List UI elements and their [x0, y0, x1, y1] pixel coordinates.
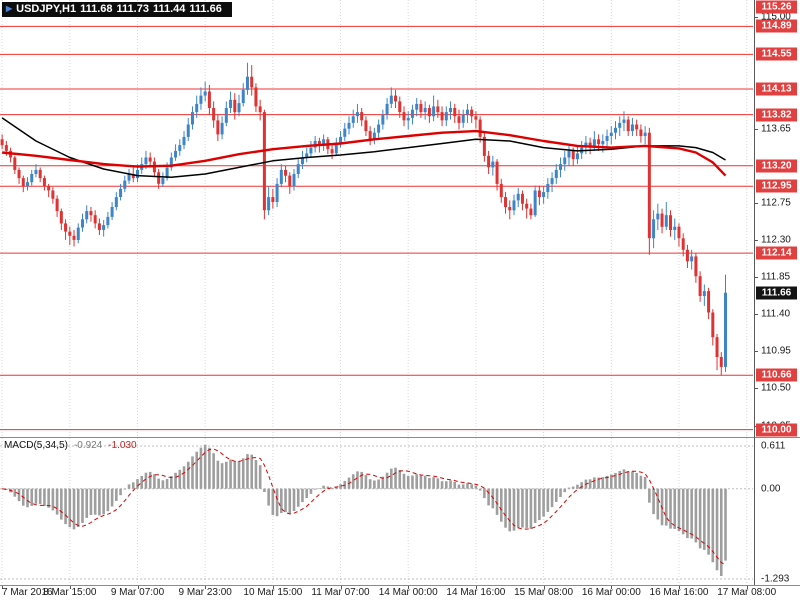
price-axis-tick — [755, 314, 758, 316]
ohlc-high-value: 111.73 — [116, 3, 149, 15]
time-axis-label: 9 Mar 23:00 — [178, 587, 232, 598]
level-price-badge: 110.66 — [756, 368, 797, 382]
level-price-badge: 114.55 — [756, 47, 797, 61]
time-axis-label: 15 Mar 08:00 — [514, 587, 574, 598]
time-axis-label: 17 Mar 08:00 — [717, 587, 777, 598]
level-price-badge: 113.82 — [756, 108, 797, 122]
chart-marker-icon: ▶ — [6, 4, 13, 13]
time-axis-label: 7 Mar 2016 — [2, 587, 53, 598]
price-axis-tick — [755, 351, 758, 353]
time-axis-label: 14 Mar 16:00 — [446, 587, 506, 598]
time-axis[interactable]: 7 Mar 2016 8 Mar 15:00 9 Mar 07:00 9 Mar 23… — [0, 585, 800, 600]
macd-histogram — [5, 444, 727, 576]
level-price-badge: 112.95 — [756, 179, 797, 193]
ohlc-open-value: 111.68 — [80, 3, 113, 15]
price-axis-label: 110.50 — [761, 382, 791, 394]
time-axis-tick — [2, 585, 4, 589]
time-axis-label: 14 Mar 00:00 — [378, 587, 438, 598]
time-axis-tick — [272, 585, 274, 589]
price-axis-tick — [755, 202, 758, 204]
time-axis-tick — [137, 585, 139, 589]
time-axis-tick — [543, 585, 545, 589]
price-axis-tick — [755, 17, 758, 19]
ohlc-low-value: 111.44 — [152, 3, 186, 15]
symbol-ohlc-display: ▶ USDJPY,H1 111.68 111.73 111.44 111.66 — [2, 2, 232, 17]
macd-axis-label: 0.611 — [761, 440, 786, 452]
price-axis-label: 110.95 — [761, 345, 791, 357]
panel-separator[interactable] — [0, 437, 800, 438]
macd-indicator-plot[interactable] — [0, 438, 753, 585]
time-axis-tick — [679, 585, 680, 589]
ohlc-close-value: 111.66 — [189, 3, 222, 15]
price-axis[interactable]: 115.00 113.65 112.75 112.30 111.85 111.40 110.… — [755, 0, 800, 437]
time-axis-label: 11 Mar 07:00 — [311, 587, 370, 598]
horizontal-levels-layer — [0, 25, 753, 431]
time-axis-tick — [408, 585, 410, 589]
price-axis-tick — [755, 239, 758, 241]
time-axis-label: 16 Mar 16:00 — [649, 587, 709, 598]
ma-red-line — [1, 129, 727, 177]
price-axis-label: 113.65 — [761, 123, 791, 135]
time-axis-label: 8 Mar 15:00 — [43, 587, 97, 598]
macd-levels-layer — [0, 445, 753, 580]
time-axis-tick — [69, 585, 71, 589]
time-axis-tick — [746, 585, 748, 589]
macd-signal-line — [2, 448, 726, 566]
time-axis-tick — [205, 585, 207, 589]
level-price-badge: 110.00 — [756, 423, 797, 437]
macd-name: MACD(5,34,5) — [4, 440, 68, 451]
level-price-badge: 114.13 — [756, 82, 797, 96]
level-price-badge: 115.26 — [756, 0, 797, 14]
time-axis-tick — [340, 585, 342, 589]
price-axis-tick — [755, 128, 758, 130]
price-axis-label: 115.00 — [761, 11, 791, 23]
macd-signal-value: -1.030 — [108, 440, 137, 451]
time-axis-label: 16 Mar 00:00 — [581, 587, 641, 598]
level-price-badge: 113.20 — [756, 159, 797, 173]
time-axis-tick — [611, 585, 613, 589]
time-axis-label: 10 Mar 15:00 — [243, 587, 303, 598]
price-axis-label: 111.85 — [761, 271, 791, 283]
price-axis-label: 112.30 — [761, 234, 791, 246]
macd-axis-label: -1.293 — [761, 573, 790, 585]
candles-layer — [0, 62, 727, 376]
current-price-badge: 111.66 — [756, 286, 797, 300]
gridlines-layer — [1, 0, 748, 437]
level-price-badge: 114.89 — [756, 19, 797, 33]
price-axis-tick — [755, 388, 758, 390]
symbol-timeframe-label: USDJPY,H1 — [16, 3, 77, 15]
macd-axis-label: 0.00 — [761, 483, 781, 495]
price-axis-label: 112.75 — [761, 197, 791, 209]
macd-indicator-label: MACD(5,34,5) -0.924 -1.030 — [4, 440, 137, 451]
price-chart-plot[interactable] — [0, 0, 753, 437]
macd-main-value: -0.924 — [73, 440, 103, 451]
axis-separator — [754, 0, 755, 585]
level-price-badge: 112.14 — [756, 246, 797, 260]
macd-axis[interactable]: 0.611 0.00 -1.293 — [755, 437, 800, 585]
time-axis-separator — [0, 585, 800, 586]
price-axis-label: 111.40 — [761, 308, 791, 320]
time-axis-label: 9 Mar 07:00 — [110, 587, 165, 598]
time-axis-tick — [475, 585, 477, 589]
price-axis-tick — [755, 277, 758, 278]
